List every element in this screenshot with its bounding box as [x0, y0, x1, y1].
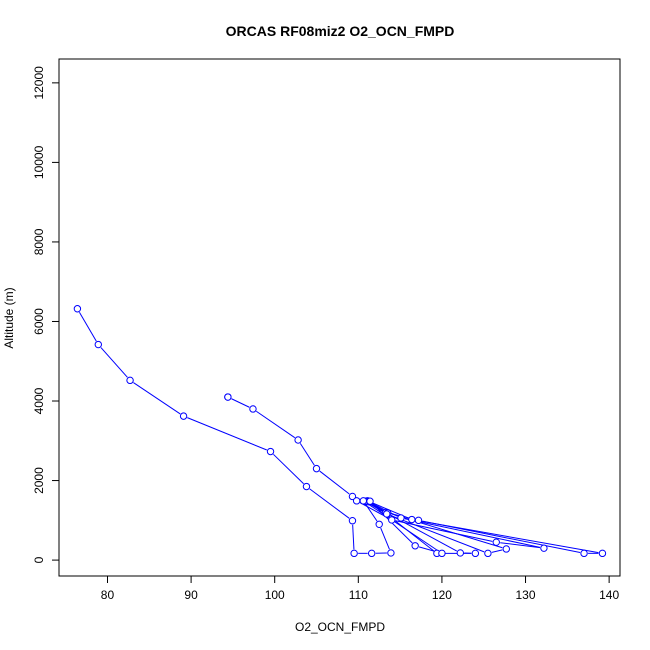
y-tick-label: 10000 — [32, 145, 46, 179]
data-point — [502, 545, 510, 553]
y-tick-label: 4000 — [32, 387, 46, 414]
series-segment — [133, 382, 181, 415]
series-segment — [187, 417, 268, 451]
data-point — [348, 517, 357, 525]
data-point — [388, 516, 396, 524]
data-point — [408, 515, 416, 524]
series-segment — [299, 443, 315, 466]
y-tick-label: 12000 — [32, 66, 46, 100]
data-point — [359, 497, 368, 505]
series-segment — [500, 542, 541, 549]
series-segment — [415, 519, 599, 554]
data-point — [366, 497, 374, 505]
data-point — [375, 520, 383, 528]
x-tick-label: 130 — [516, 588, 536, 602]
data-point — [350, 549, 358, 558]
series-segment — [231, 398, 250, 408]
data-point — [352, 497, 361, 505]
data-point — [411, 542, 419, 550]
series-segment — [390, 514, 485, 553]
data-point — [414, 516, 423, 525]
x-tick-label: 100 — [265, 588, 285, 602]
series-segment — [78, 311, 97, 342]
data-point — [492, 538, 500, 546]
series-segment — [491, 549, 503, 553]
x-axis: 80 90 100 110 120 130 140 — [101, 575, 619, 602]
data-point — [598, 549, 607, 558]
series-segment — [404, 518, 541, 548]
data-point — [471, 549, 480, 558]
y-axis: 0 2000 4000 6000 8000 10000 12000 — [32, 66, 60, 563]
series-layer — [73, 305, 607, 558]
series-segment — [380, 527, 390, 550]
x-tick-label: 120 — [432, 588, 452, 602]
data-point — [312, 464, 321, 473]
series-segment — [366, 502, 439, 552]
chart-title: ORCAS RF08miz2 O2_OCN_FMPD — [226, 23, 455, 39]
x-tick-label: 80 — [101, 588, 115, 602]
data-point — [249, 405, 257, 413]
series-segment — [319, 470, 350, 495]
data-point — [367, 549, 376, 558]
y-axis-label: Altitude (m) — [2, 287, 16, 348]
data-point — [484, 549, 492, 558]
data-point — [94, 340, 102, 349]
data-point — [348, 492, 357, 501]
series-segment — [273, 453, 304, 485]
data-point — [126, 376, 134, 385]
data-point — [383, 510, 391, 518]
data-point — [456, 549, 465, 557]
data-point — [224, 393, 232, 401]
data-point — [266, 447, 275, 456]
x-tick-label: 90 — [184, 588, 198, 602]
y-tick-label: 8000 — [32, 228, 46, 255]
y-tick-label: 0 — [32, 556, 46, 563]
x-tick-label: 140 — [599, 588, 619, 602]
y-tick-label: 6000 — [32, 308, 46, 335]
data-point — [540, 544, 548, 552]
data-point — [294, 436, 302, 444]
data-point — [580, 549, 588, 558]
data-point — [179, 412, 188, 420]
data-point — [302, 482, 311, 491]
data-point — [387, 549, 395, 557]
x-tick-label: 110 — [349, 588, 368, 602]
y-tick-label: 2000 — [32, 467, 46, 494]
series-segment — [365, 503, 378, 522]
data-point — [397, 514, 405, 522]
series-segment — [100, 347, 128, 378]
data-point — [73, 305, 82, 313]
series-segment — [352, 524, 355, 550]
plot-frame — [58, 58, 621, 577]
data-point — [438, 549, 446, 558]
series-segment — [309, 488, 350, 519]
x-axis-label: O2_OCN_FMPD — [295, 620, 385, 634]
series-segment — [255, 410, 296, 439]
